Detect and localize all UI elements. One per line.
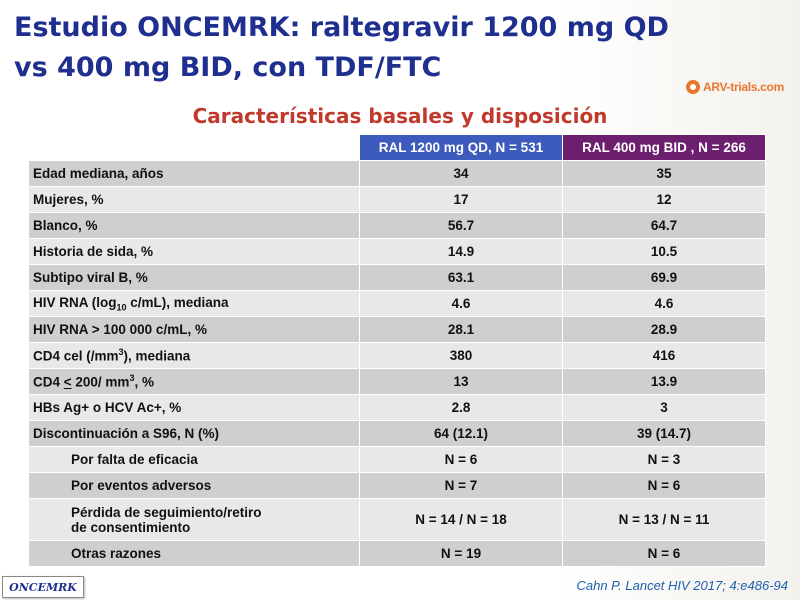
cell-bid: N = 6 xyxy=(562,472,766,499)
cell-qd: 2.8 xyxy=(359,394,563,421)
cell-qd: 14.9 xyxy=(359,238,563,265)
cell-bid: 4.6 xyxy=(562,290,766,317)
title-line-1: Estudio ONCEMRK: raltegravir 1200 mg QD xyxy=(14,12,669,43)
cell-bid: 35 xyxy=(562,160,766,187)
table-row: Otras razones N = 19 N = 6 xyxy=(28,540,766,567)
row-label: CD4 < 200/ mm3, % xyxy=(28,368,360,395)
arv-trials-logo: ARV-trials.com xyxy=(686,78,784,96)
header-ral-bid: RAL 400 mg BID , N = 266 xyxy=(562,134,766,161)
table-row: Edad mediana, años 34 35 xyxy=(28,160,766,187)
row-label: HIV RNA (log10 c/mL), mediana xyxy=(28,290,360,317)
cell-qd: N = 7 xyxy=(359,472,563,499)
cell-bid: 64.7 xyxy=(562,212,766,239)
cell-qd: 64 (12.1) xyxy=(359,420,563,447)
table-row: Blanco, % 56.7 64.7 xyxy=(28,212,766,239)
row-label: CD4 cel (/mm3), mediana xyxy=(28,342,360,369)
label-line-2: de consentimiento xyxy=(71,519,191,535)
cell-qd: N = 14 / N = 18 xyxy=(359,498,563,541)
cell-bid: 28.9 xyxy=(562,316,766,343)
cell-bid: 13.9 xyxy=(562,368,766,395)
cell-qd: N = 19 xyxy=(359,540,563,567)
cell-bid: 3 xyxy=(562,394,766,421)
table-row: HBs Ag+ o HCV Ac+, % 2.8 3 xyxy=(28,394,766,421)
cell-bid: 39 (14.7) xyxy=(562,420,766,447)
cell-qd: 56.7 xyxy=(359,212,563,239)
table-row: CD4 < 200/ mm3, % 13 13.9 xyxy=(28,368,766,395)
cell-bid: 10.5 xyxy=(562,238,766,265)
row-label: Mujeres, % xyxy=(28,186,360,213)
table-row: HIV RNA (log10 c/mL), mediana 4.6 4.6 xyxy=(28,290,766,317)
cell-bid: 69.9 xyxy=(562,264,766,291)
table-row: Subtipo viral B, % 63.1 69.9 xyxy=(28,264,766,291)
label-superscript: 3 xyxy=(129,373,135,384)
row-label: Edad mediana, años xyxy=(28,160,360,187)
cell-bid: 416 xyxy=(562,342,766,369)
table-row: Mujeres, % 17 12 xyxy=(28,186,766,213)
table-row: Por falta de eficacia N = 6 N = 3 xyxy=(28,446,766,473)
row-label: Pérdida de seguimiento/retiro de consent… xyxy=(28,498,360,541)
row-label: Discontinuación a S96, N (%) xyxy=(28,420,360,447)
cell-bid: N = 3 xyxy=(562,446,766,473)
label-text: CD4 xyxy=(33,374,64,390)
header-empty-cell xyxy=(29,135,360,161)
label-text: c/mL), mediana xyxy=(126,294,229,310)
row-label: Blanco, % xyxy=(28,212,360,239)
table-row: HIV RNA > 100 000 c/mL, % 28.1 28.9 xyxy=(28,316,766,343)
cell-bid: N = 13 / N = 11 xyxy=(562,498,766,541)
label-subscript: 10 xyxy=(116,302,127,313)
row-label: Por falta de eficacia xyxy=(28,446,360,473)
label-text: HIV RNA (log xyxy=(33,294,117,310)
cell-qd: 380 xyxy=(359,342,563,369)
table-row: Historia de sida, % 14.9 10.5 xyxy=(28,238,766,265)
citation: Cahn P. Lancet HIV 2017; 4:e486-94 xyxy=(576,578,788,593)
cell-qd: 63.1 xyxy=(359,264,563,291)
study-badge: ONCEMRK xyxy=(2,576,84,598)
slide-title: Estudio ONCEMRK: raltegravir 1200 mg QD … xyxy=(14,8,714,88)
table-row: Pérdida de seguimiento/retiro de consent… xyxy=(28,498,766,541)
logo-text: ARV-trials.com xyxy=(703,80,784,94)
label-text: ), mediana xyxy=(123,348,191,364)
slide-subtitle: Características basales y disposición xyxy=(192,104,608,128)
label-text: CD4 cel (/mm xyxy=(33,348,119,364)
label-text: 200/ mm xyxy=(71,374,130,390)
table-header-row: RAL 1200 mg QD, N = 531 RAL 400 mg BID ,… xyxy=(29,134,766,161)
cell-bid: N = 6 xyxy=(562,540,766,567)
row-label: HIV RNA > 100 000 c/mL, % xyxy=(28,316,360,343)
cell-qd: 4.6 xyxy=(359,290,563,317)
cell-qd: 13 xyxy=(359,368,563,395)
row-label: HBs Ag+ o HCV Ac+, % xyxy=(28,394,360,421)
label-line-1: Pérdida de seguimiento/retiro xyxy=(71,504,262,520)
header-ral-qd: RAL 1200 mg QD, N = 531 xyxy=(359,134,563,161)
baseline-table: RAL 1200 mg QD, N = 531 RAL 400 mg BID ,… xyxy=(28,134,766,567)
cell-qd: 34 xyxy=(359,160,563,187)
row-label: Por eventos adversos xyxy=(28,472,360,499)
cell-bid: 12 xyxy=(562,186,766,213)
title-line-2: vs 400 mg BID, con TDF/FTC xyxy=(14,52,442,83)
table-row: Discontinuación a S96, N (%) 64 (12.1) 3… xyxy=(28,420,766,447)
row-label: Otras razones xyxy=(28,540,360,567)
cell-qd: 17 xyxy=(359,186,563,213)
label-text: , % xyxy=(134,374,154,390)
cell-qd: 28.1 xyxy=(359,316,563,343)
label-underlined: < xyxy=(63,374,72,390)
row-label: Historia de sida, % xyxy=(28,238,360,265)
logo-icon xyxy=(686,80,700,94)
cell-qd: N = 6 xyxy=(359,446,563,473)
table-row: Por eventos adversos N = 7 N = 6 xyxy=(28,472,766,499)
row-label: Subtipo viral B, % xyxy=(28,264,360,291)
label-superscript: 3 xyxy=(118,347,124,358)
table-row: CD4 cel (/mm3), mediana 380 416 xyxy=(28,342,766,369)
